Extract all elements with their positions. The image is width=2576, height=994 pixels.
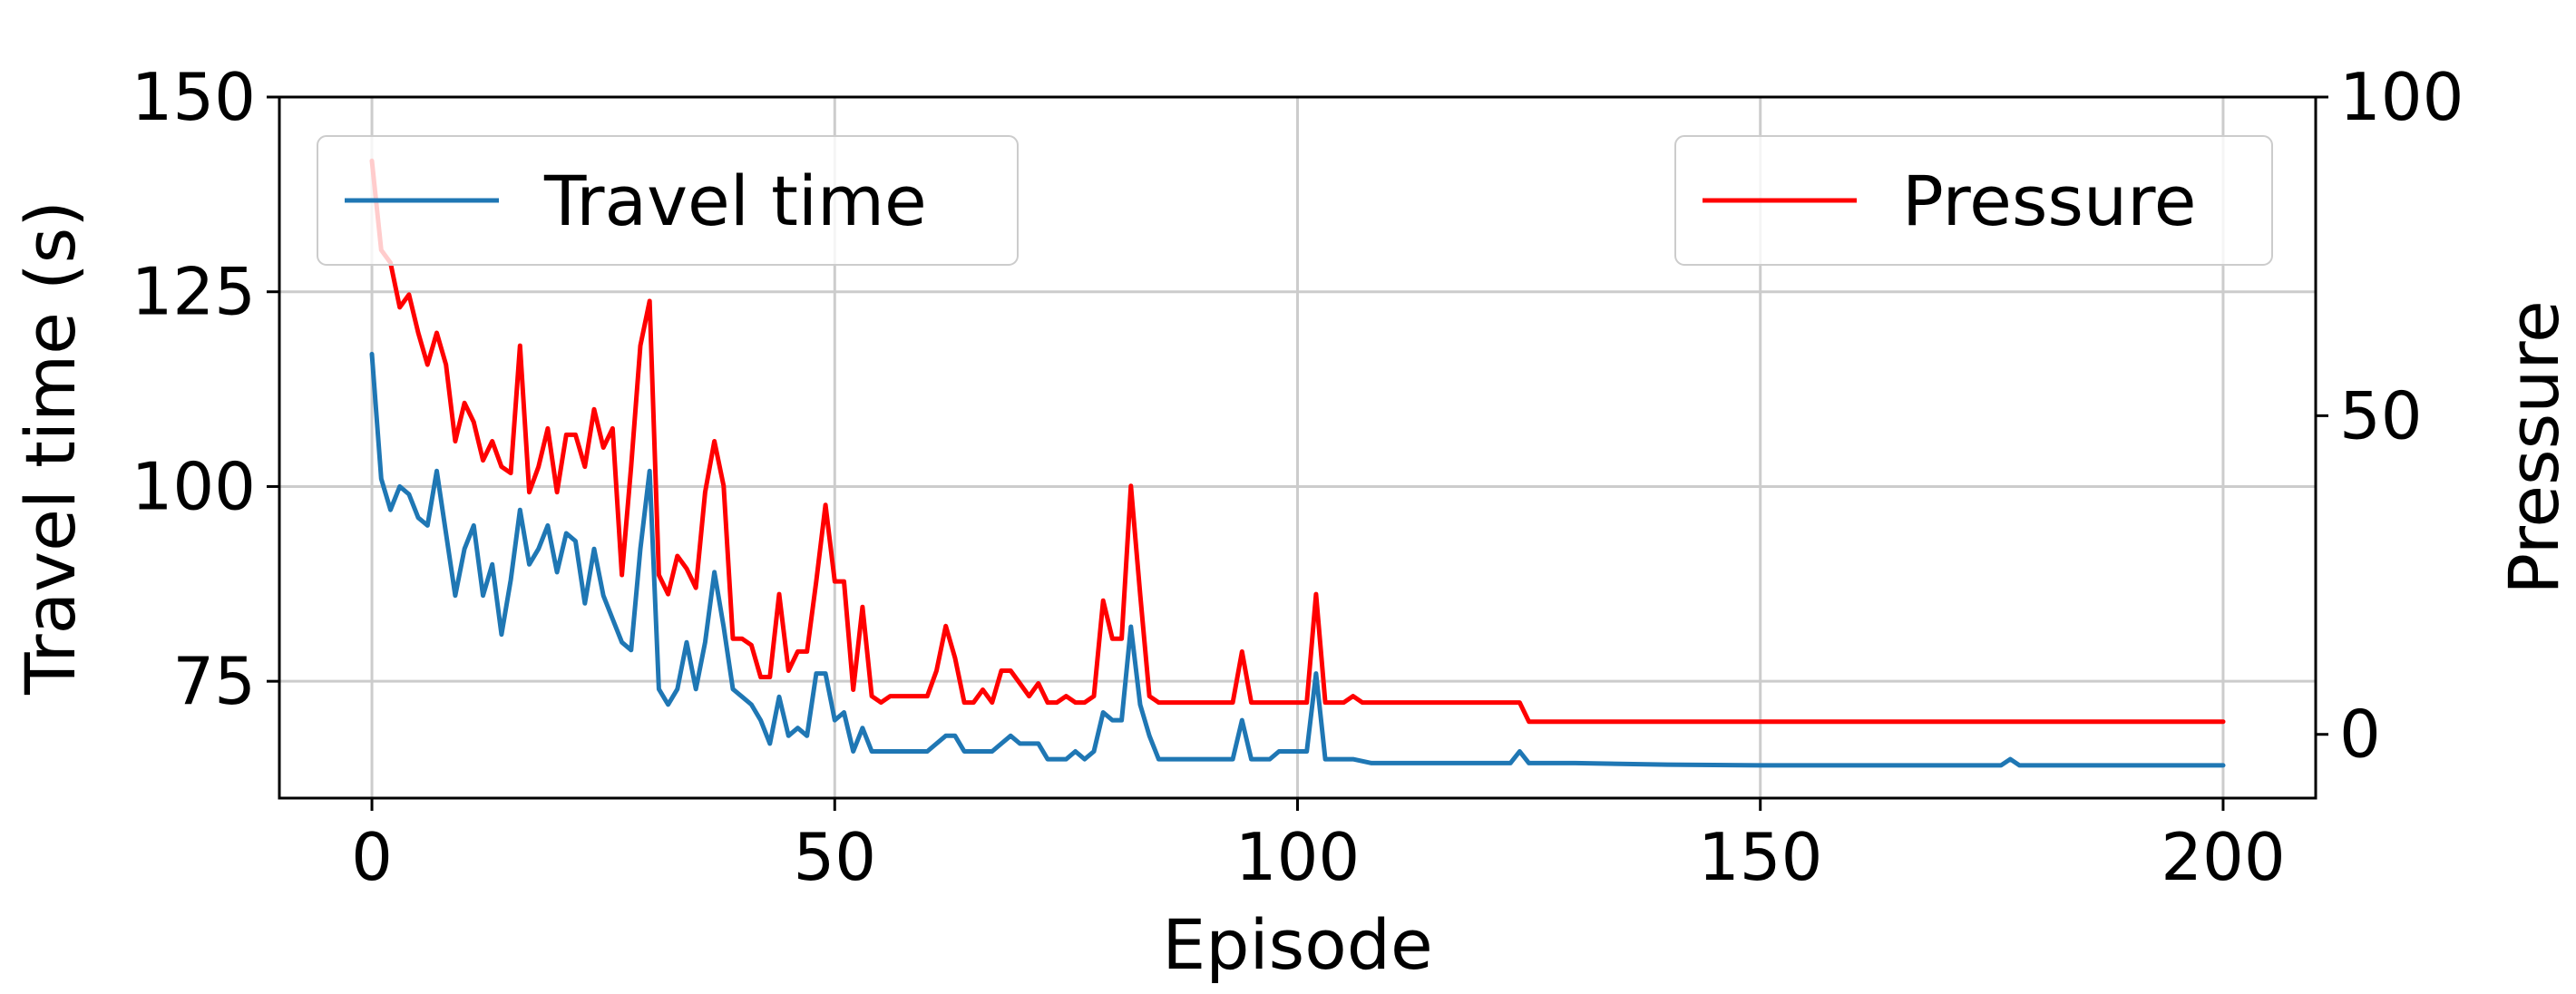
x-tick-label: 0	[351, 819, 393, 895]
legend-box	[317, 135, 1019, 266]
legend-box	[1674, 135, 2273, 266]
legend-pressure: Pressure	[1674, 135, 2273, 266]
series-line-pressure	[369, 158, 2226, 725]
y-left-tick-label: 125	[132, 254, 256, 330]
legend-travel-time: Travel time	[317, 135, 1019, 266]
x-axis: 0 50 100 150 200	[351, 798, 2286, 895]
y-right-tick-label: 50	[2339, 377, 2423, 453]
y-left-tick-label: 150	[132, 59, 256, 135]
x-tick-label: 100	[1235, 819, 1360, 895]
y-axis-right-label: Pressure	[2493, 300, 2574, 595]
x-tick-label: 50	[793, 819, 876, 895]
y-left-tick-label: 75	[172, 643, 256, 719]
legend-label-travel-time: Travel time	[543, 161, 927, 241]
y-axis-left-label: Travel time (s)	[10, 200, 91, 696]
y-right-tick-label: 100	[2339, 59, 2464, 135]
series-lines	[369, 158, 2226, 768]
y-left-tick-label: 100	[132, 448, 256, 524]
x-tick-label: 150	[1698, 819, 1822, 895]
series-line-travel-time	[369, 351, 2226, 768]
y-right-tick-label: 0	[2339, 697, 2381, 773]
x-axis-label: Episode	[1162, 904, 1432, 985]
y-axis-left: 75 100 125 150	[132, 59, 279, 719]
legend-label-pressure: Pressure	[1902, 161, 2197, 241]
x-tick-label: 200	[2161, 819, 2285, 895]
y-axis-right: 0 50 100	[2316, 59, 2464, 773]
